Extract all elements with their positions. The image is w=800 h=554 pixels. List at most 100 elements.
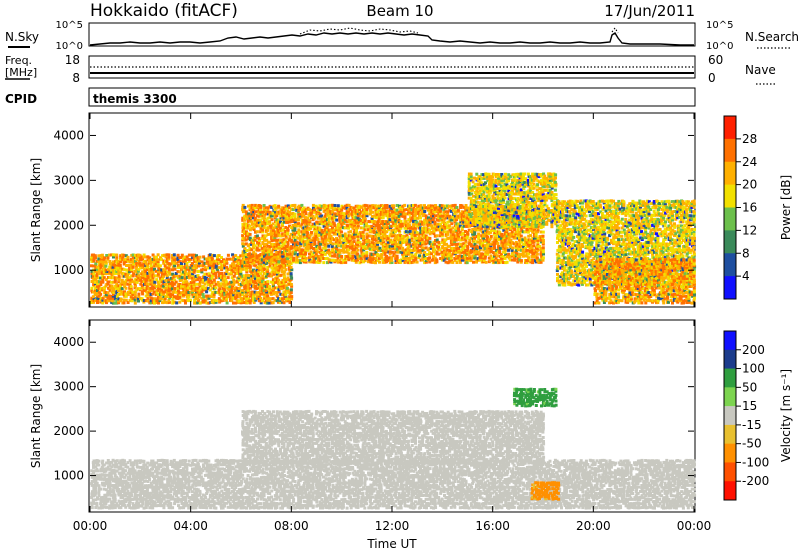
heatmap-cell [245, 274, 248, 277]
heatmap-cell [256, 258, 260, 262]
heatmap-cell [196, 301, 200, 305]
heatmap-cell [159, 278, 162, 282]
heatmap-cell [252, 285, 256, 289]
heatmap-cell [158, 287, 162, 291]
heatmap-cell [140, 280, 144, 284]
heatmap-cell [183, 261, 187, 265]
heatmap-cell [305, 230, 309, 234]
heatmap-cell [271, 280, 275, 284]
heatmap-cell [214, 259, 218, 263]
heatmap-cell [149, 292, 153, 296]
heatmap-cell [234, 301, 238, 305]
heatmap-cell [271, 214, 275, 218]
heatmap-cell [90, 286, 94, 290]
heatmap-cell [265, 238, 269, 242]
heatmap-cell [281, 254, 285, 258]
heatmap-cell [181, 265, 185, 269]
heatmap-cell [246, 226, 250, 230]
heatmap-cell [90, 301, 94, 304]
heatmap-cell [222, 258, 225, 262]
heatmap-cell [261, 240, 265, 244]
heatmap-cell [180, 262, 183, 265]
heatmap-cell [255, 266, 259, 269]
heatmap-cell [261, 299, 264, 303]
heatmap-cell [413, 234, 417, 237]
heatmap-cell [94, 290, 98, 294]
heatmap-cell [220, 274, 223, 278]
heatmap-cell [137, 299, 140, 303]
heatmap-cell [161, 254, 164, 258]
heatmap-cell [235, 259, 239, 263]
heatmap-cell [117, 280, 121, 284]
heatmap-cell [272, 269, 275, 273]
freq-label-top: Freq. [5, 54, 32, 67]
heatmap-cell [230, 276, 234, 280]
heatmap-cell [212, 254, 216, 258]
heatmap-cell [138, 287, 142, 291]
heatmap-cell [242, 208, 246, 212]
heatmap-cell [275, 274, 279, 278]
heatmap-cell [228, 293, 232, 297]
heatmap-cell [230, 295, 234, 299]
heatmap-cell [185, 272, 189, 276]
heatmap-cell [535, 252, 539, 256]
heatmap-cell [151, 253, 155, 257]
heatmap-cell [271, 290, 275, 294]
heatmap-cell [271, 297, 275, 301]
heatmap-cell [277, 274, 281, 278]
heatmap-cell [290, 257, 293, 261]
heatmap-cell [257, 295, 261, 298]
heatmap-cell [259, 296, 263, 300]
heatmap-cell [266, 294, 270, 298]
heatmap-cell [310, 230, 313, 234]
heatmap-cell [259, 260, 263, 264]
heatmap-cell [95, 290, 99, 294]
heatmap-cell [282, 252, 286, 256]
heatmap-cell [286, 263, 289, 267]
heatmap-cell [437, 252, 441, 256]
heatmap-cell [171, 301, 175, 305]
heatmap-cell [135, 261, 139, 265]
heatmap-cell [281, 224, 284, 228]
heatmap-cell [198, 259, 202, 263]
heatmap-cell [241, 228, 245, 232]
heatmap-cell [234, 295, 237, 299]
heatmap-cell [110, 274, 114, 278]
heatmap-cell [154, 255, 158, 259]
heatmap-cell [415, 260, 419, 264]
heatmap-cell [151, 260, 155, 264]
heatmap-cell [261, 274, 265, 278]
heatmap-cell [243, 218, 246, 222]
heatmap-cell [289, 288, 293, 292]
heatmap-cell [210, 299, 214, 302]
heatmap-cell [378, 260, 381, 264]
heatmap-cell [203, 299, 207, 303]
heatmap-cell [225, 257, 229, 261]
heatmap-cell [246, 220, 250, 224]
heatmap-cell [211, 290, 215, 294]
heatmap-cell [191, 261, 194, 265]
heatmap-cell [275, 212, 279, 216]
heatmap-cell [250, 203, 254, 207]
heatmap-cell [243, 264, 246, 268]
heatmap-cell [182, 257, 185, 261]
heatmap-cell [95, 265, 99, 269]
heatmap-cell [264, 246, 268, 250]
heatmap-cell [286, 276, 290, 280]
heatmap-cell [140, 297, 144, 301]
heatmap-cell [252, 214, 256, 218]
heatmap-cell [187, 293, 191, 297]
heatmap-cell [165, 274, 169, 278]
heatmap-cell [203, 286, 207, 290]
heatmap-cell [255, 234, 259, 238]
heatmap-cell [110, 280, 114, 284]
heatmap-cell [232, 264, 236, 268]
heatmap-cell [198, 276, 201, 280]
heatmap-cell [180, 264, 184, 268]
heatmap-cell [193, 268, 197, 272]
heatmap-cell [187, 286, 191, 290]
heatmap-cell [270, 239, 274, 242]
heatmap-cell [264, 206, 268, 210]
heatmap-cell [245, 232, 248, 236]
heatmap-cell [256, 206, 260, 209]
